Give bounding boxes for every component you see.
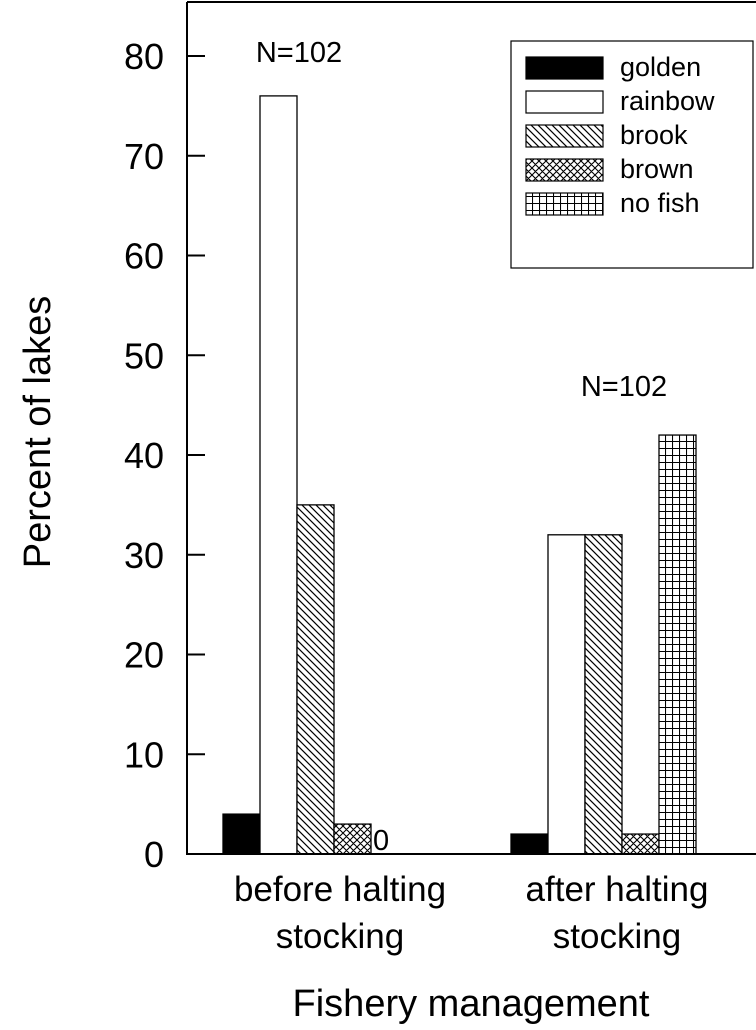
bar-golden-1 — [222, 813, 261, 855]
y-tick-label: 0 — [144, 834, 164, 875]
x-category-label: before halting — [234, 870, 446, 909]
legend-label: no fish — [620, 188, 700, 218]
annotations-layer: N=102 N=102 0 — [256, 37, 667, 857]
legend-label: brown — [620, 154, 694, 184]
value-label: 0 — [373, 825, 389, 857]
bar-brook-2 — [584, 534, 623, 855]
legend-swatch-golden — [525, 56, 604, 80]
x-category-label: stocking — [276, 917, 404, 956]
y-axis-title: Percent of lakes — [17, 296, 59, 568]
y-tick-label: 40 — [124, 435, 164, 476]
x-axis-title: Fishery management — [293, 983, 650, 1025]
y-tick-label: 60 — [124, 236, 164, 277]
bar-brown-2 — [621, 833, 660, 855]
sample-size-label: N=102 — [581, 371, 667, 403]
y-tick-label: 70 — [124, 136, 164, 177]
legend: golden rainbow brook brown no fish — [510, 40, 754, 269]
bar-brown-1 — [333, 823, 372, 855]
bar-rainbow-1 — [259, 95, 298, 855]
sample-size-label: N=102 — [256, 37, 342, 69]
y-tick-label: 50 — [124, 335, 164, 376]
x-category-label: stocking — [553, 917, 681, 956]
bars-layer — [222, 95, 697, 855]
legend-swatch-brown — [525, 158, 604, 182]
y-ticks: 0 10 20 30 40 50 60 70 80 — [124, 36, 205, 875]
legend-swatch-brook — [525, 124, 604, 148]
y-tick-label: 10 — [124, 734, 164, 775]
y-tick-label: 30 — [124, 535, 164, 576]
bar-golden-2 — [510, 833, 549, 855]
y-tick-label: 20 — [124, 635, 164, 676]
x-category-label: after halting — [526, 870, 709, 909]
legend-label: rainbow — [620, 86, 715, 116]
bar-rainbow-2 — [547, 534, 586, 855]
legend-swatch-no-fish — [525, 192, 604, 216]
bar-no-fish-2 — [658, 434, 697, 855]
legend-label: brook — [620, 120, 688, 150]
legend-swatch-rainbow — [525, 90, 604, 114]
x-tick-labels: before halting stocking after halting stock… — [234, 870, 709, 956]
y-tick-label: 80 — [124, 36, 164, 77]
bar-brook-1 — [296, 504, 335, 855]
legend-label: golden — [620, 52, 701, 82]
